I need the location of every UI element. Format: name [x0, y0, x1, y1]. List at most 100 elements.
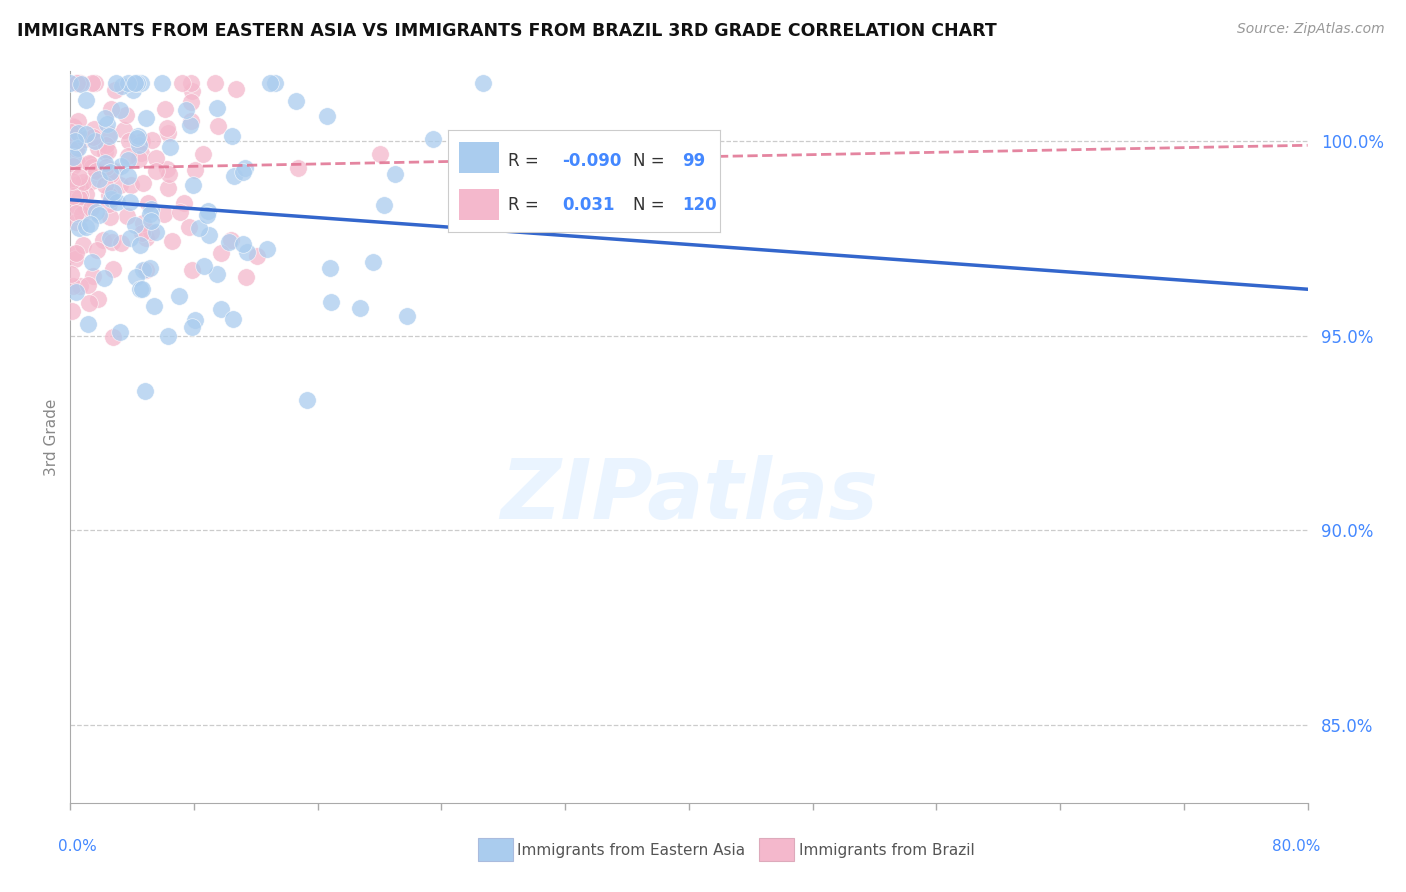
Point — [319, 295, 342, 310]
Point — [65, 252, 87, 266]
Point — [96, 138, 118, 153]
Point — [108, 103, 131, 118]
Point — [62, 183, 84, 197]
Point — [93, 270, 115, 285]
Point — [128, 137, 150, 152]
Point — [295, 392, 318, 407]
Point — [84, 164, 107, 178]
Point — [80, 255, 103, 269]
Point — [101, 329, 124, 343]
Point — [156, 329, 179, 343]
Point — [169, 205, 191, 219]
Point — [181, 320, 204, 334]
Point — [145, 164, 167, 178]
Point — [256, 242, 278, 256]
Point — [79, 295, 101, 310]
Point — [363, 255, 385, 269]
Point — [225, 81, 247, 95]
Point — [75, 219, 97, 234]
Point — [69, 77, 91, 91]
Point — [156, 181, 179, 195]
Point — [373, 198, 395, 212]
Point — [89, 208, 111, 222]
Point — [155, 102, 177, 116]
Point — [97, 144, 120, 158]
Point — [94, 178, 117, 192]
Text: 80.0%: 80.0% — [1271, 839, 1320, 855]
Point — [112, 122, 135, 136]
Point — [67, 191, 90, 205]
Point — [62, 278, 84, 293]
Point — [150, 76, 173, 90]
Point — [127, 129, 149, 144]
Text: IMMIGRANTS FROM EASTERN ASIA VS IMMIGRANTS FROM BRAZIL 3RD GRADE CORRELATION CHA: IMMIGRANTS FROM EASTERN ASIA VS IMMIGRAN… — [17, 22, 997, 40]
Point — [79, 156, 101, 170]
Point — [205, 101, 228, 115]
Point — [173, 195, 195, 210]
Point — [195, 208, 218, 222]
Point — [94, 155, 117, 169]
Point — [145, 151, 167, 165]
Point — [180, 95, 202, 109]
Point — [80, 202, 103, 216]
Point — [472, 76, 495, 90]
Point — [259, 76, 281, 90]
Point — [98, 197, 121, 211]
Point — [100, 102, 122, 116]
Point — [135, 112, 157, 126]
Point — [180, 76, 202, 90]
Point — [132, 176, 155, 190]
Point — [60, 188, 83, 202]
Text: Immigrants from Eastern Asia: Immigrants from Eastern Asia — [517, 843, 745, 857]
Point — [156, 126, 179, 140]
Point — [124, 269, 146, 284]
Point — [98, 230, 121, 244]
Point — [235, 270, 257, 285]
Point — [63, 134, 86, 148]
Point — [127, 131, 149, 145]
Point — [315, 109, 337, 123]
Point — [104, 76, 127, 90]
Point — [131, 282, 153, 296]
Point — [80, 160, 103, 174]
Point — [62, 120, 84, 134]
Point — [79, 157, 101, 171]
Point — [66, 154, 89, 169]
Point — [120, 178, 142, 193]
Text: 0.0%: 0.0% — [58, 839, 97, 855]
Point — [65, 285, 87, 299]
Point — [96, 117, 118, 131]
Point — [141, 225, 163, 239]
Point — [73, 132, 96, 146]
Point — [136, 195, 159, 210]
Point — [100, 210, 122, 224]
Point — [218, 235, 240, 249]
Point — [62, 119, 84, 133]
Point — [97, 187, 120, 202]
Point — [62, 136, 84, 150]
Point — [287, 161, 309, 175]
Point — [131, 226, 153, 240]
Point — [384, 167, 406, 181]
Point — [174, 103, 197, 118]
Point — [181, 262, 204, 277]
Point — [100, 192, 122, 206]
Point — [319, 260, 342, 275]
Text: ZIPatlas: ZIPatlas — [501, 455, 877, 536]
Point — [232, 165, 254, 179]
Point — [62, 174, 84, 188]
Point — [153, 207, 176, 221]
Point — [87, 141, 110, 155]
Point — [121, 83, 143, 97]
Point — [183, 312, 205, 326]
Point — [157, 167, 180, 181]
Point — [183, 178, 205, 192]
Point — [65, 245, 87, 260]
Point — [128, 152, 150, 166]
Point — [101, 235, 124, 250]
Point — [117, 153, 139, 167]
Point — [135, 263, 157, 277]
Point — [69, 178, 91, 193]
Point — [135, 230, 157, 244]
Point — [82, 269, 104, 284]
